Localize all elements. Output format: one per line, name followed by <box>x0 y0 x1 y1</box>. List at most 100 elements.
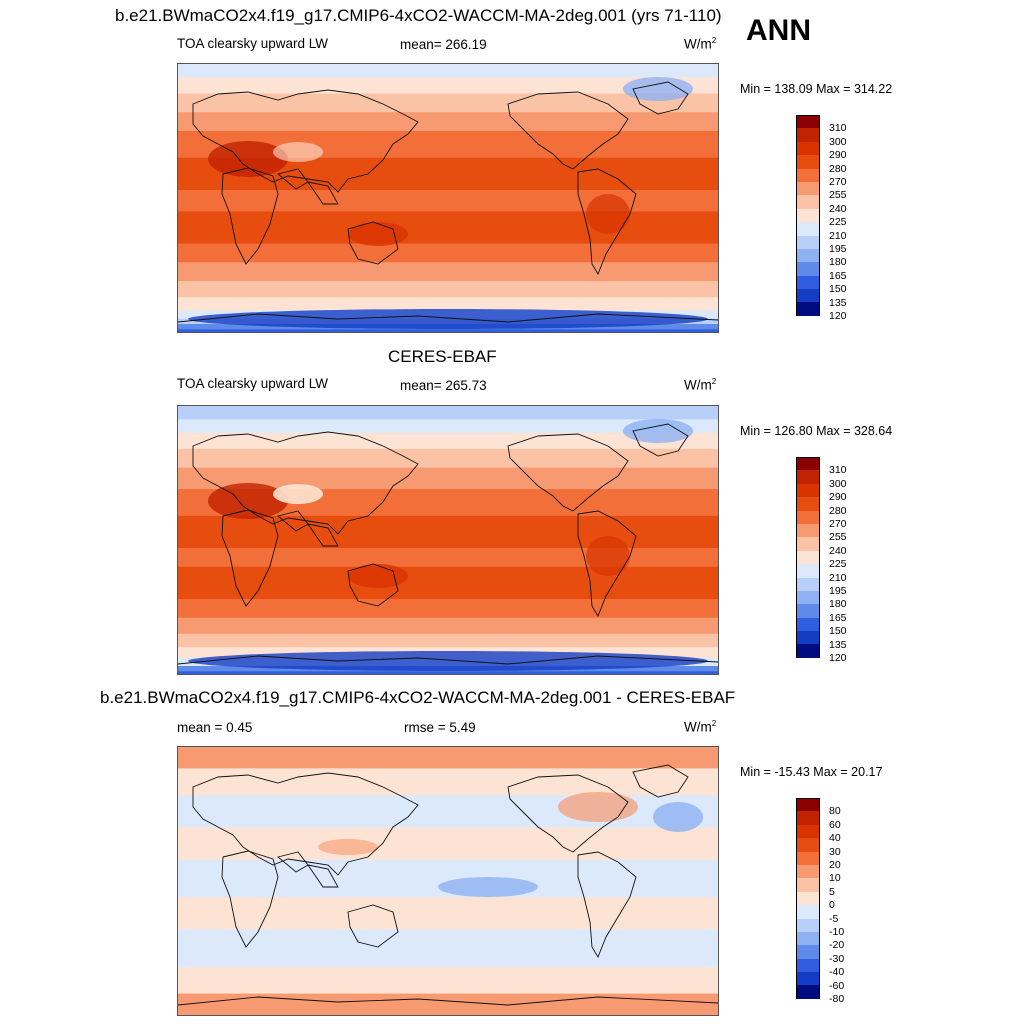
panel2-map <box>177 405 719 675</box>
colorbar-swatch <box>796 289 820 303</box>
panel1-variable-label: TOA clearsky upward LW <box>177 36 329 51</box>
colorbar-tick-label: 40 <box>829 832 841 845</box>
colorbar-tick-label: -5 <box>829 912 839 925</box>
colorbar-tick-label: 310 <box>829 464 847 477</box>
colorbar-swatch <box>796 838 820 852</box>
colorbar-swatch <box>796 905 820 919</box>
colorbar-swatch <box>796 550 820 565</box>
colorbar-tick-label: 195 <box>829 243 847 255</box>
colorbar-swatch <box>796 115 820 129</box>
colorbar-tick-label: 195 <box>829 585 847 597</box>
panel2-mean-label: mean= 265.73 <box>400 378 487 393</box>
colorbar-swatch <box>796 824 820 839</box>
colorbar-tick-label: 210 <box>829 229 847 242</box>
colorbar-tick-label: 255 <box>829 531 847 544</box>
colorbar-tick-label: 240 <box>829 544 847 557</box>
colorbar-tick-label: -40 <box>829 966 845 979</box>
colorbar-tick-label: 225 <box>829 216 847 229</box>
panel1-units-label: W/m2 <box>684 36 717 52</box>
colorbar-swatch <box>796 222 820 236</box>
colorbar-tick-label: 165 <box>829 269 847 282</box>
colorbar-tick-label: 180 <box>829 598 847 611</box>
colorbar-swatch <box>796 945 820 959</box>
colorbar-swatch <box>796 811 820 825</box>
colorbar-tick-label: 60 <box>829 818 841 831</box>
colorbar-tick-label: 310 <box>829 122 847 135</box>
colorbar-swatch <box>796 302 820 316</box>
colorbar-tick-label: 80 <box>829 805 841 818</box>
panel1-colorbar: 310 300 290 280 270 255 240 225 210 195 180 165 150 1… <box>796 115 847 321</box>
colorbar-tick-label: 165 <box>829 611 847 624</box>
colorbar-tick-label: 120 <box>829 652 847 664</box>
colorbar-swatch <box>796 457 820 471</box>
panel3-colorbar: 80 60 40 30 20 10 5 0 -5 -10 -20 -30 -40 -60 -80 <box>796 798 844 1004</box>
colorbar-swatch <box>796 564 820 578</box>
colorbar-tick-label: 290 <box>829 149 847 162</box>
colorbar-swatch <box>796 644 820 658</box>
colorbar-tick-label: 135 <box>829 638 847 651</box>
colorbar-swatch <box>796 918 820 932</box>
colorbar-swatch <box>796 985 820 999</box>
colorbar-tick-label: 290 <box>829 491 847 504</box>
colorbar-swatch <box>796 523 820 538</box>
colorbar-tick-label: 150 <box>829 625 847 638</box>
colorbar-tick-label: 180 <box>829 256 847 269</box>
colorbar-swatch <box>796 590 820 605</box>
colorbar-swatch <box>796 497 820 511</box>
colorbar-tick-label: 270 <box>829 518 847 530</box>
panel3-minmax-label: Min = -15.43 Max = 20.17 <box>740 765 883 779</box>
panel2-title: CERES-EBAF <box>388 347 497 366</box>
colorbar-tick-label: 150 <box>829 283 847 296</box>
panel1-mean-label: mean= 266.19 <box>400 37 487 52</box>
colorbar-tick-label: 5 <box>829 885 835 898</box>
panel2-minmax-label: Min = 126.80 Max = 328.64 <box>740 424 893 438</box>
colorbar-tick-label: -20 <box>829 939 845 952</box>
colorbar-swatch <box>796 537 820 551</box>
colorbar-swatch <box>796 878 820 892</box>
colorbar-tick-label: 120 <box>829 310 847 322</box>
panel1-minmax-label: Min = 138.09 Max = 314.22 <box>740 82 893 96</box>
colorbar-swatch <box>796 851 820 865</box>
colorbar-swatch <box>796 577 820 591</box>
colorbar-swatch <box>796 510 820 524</box>
colorbar-swatch <box>796 798 820 812</box>
panel3-units-label: W/m2 <box>684 719 717 735</box>
colorbar-tick-label: 280 <box>829 162 847 175</box>
colorbar-tick-label: 30 <box>829 845 841 858</box>
colorbar-tick-label: 255 <box>829 189 847 202</box>
panel1-map <box>177 63 719 333</box>
colorbar-swatch <box>796 262 820 276</box>
panel2-variable-label: TOA clearsky upward LW <box>177 376 329 391</box>
colorbar-swatch <box>796 235 820 249</box>
panel3-title: b.e21.BWmaCO2x4.f19_g17.CMIP6-4xCO2-WACC… <box>100 688 736 707</box>
colorbar-tick-label: -10 <box>829 926 845 938</box>
colorbar-swatch <box>796 891 820 906</box>
colorbar-swatch <box>796 931 820 946</box>
colorbar-swatch <box>796 972 820 986</box>
colorbar-tick-label: -30 <box>829 952 845 965</box>
colorbar-tick-label: 300 <box>829 477 847 490</box>
colorbar-swatch <box>796 631 820 645</box>
colorbar-tick-label: 280 <box>829 504 847 517</box>
colorbar-tick-label: 270 <box>829 176 847 188</box>
panel3-rmse-label: rmse = 5.49 <box>404 720 476 735</box>
panel2-units-label: W/m2 <box>684 377 717 393</box>
colorbar-swatch <box>796 617 820 632</box>
colorbar-tick-label: 210 <box>829 571 847 584</box>
colorbar-swatch <box>796 483 820 498</box>
colorbar-swatch <box>796 168 820 182</box>
colorbar-tick-label: 20 <box>829 859 841 871</box>
colorbar-swatch <box>796 208 820 223</box>
colorbar-swatch <box>796 181 820 196</box>
panel2-colorbar: 310 300 290 280 270 255 240 225 210 195 180 165 150 1… <box>796 457 847 663</box>
colorbar-swatch <box>796 275 820 290</box>
colorbar-tick-label: 300 <box>829 135 847 148</box>
colorbar-swatch <box>796 470 820 484</box>
colorbar-tick-label: 240 <box>829 202 847 215</box>
panel3-mean-label: mean = 0.45 <box>177 720 253 735</box>
colorbar-tick-label: 0 <box>829 899 835 912</box>
colorbar-swatch <box>796 141 820 156</box>
colorbar-tick-label: -80 <box>829 993 845 1005</box>
colorbar-swatch <box>796 958 820 973</box>
colorbar-tick-label: -60 <box>829 979 845 992</box>
